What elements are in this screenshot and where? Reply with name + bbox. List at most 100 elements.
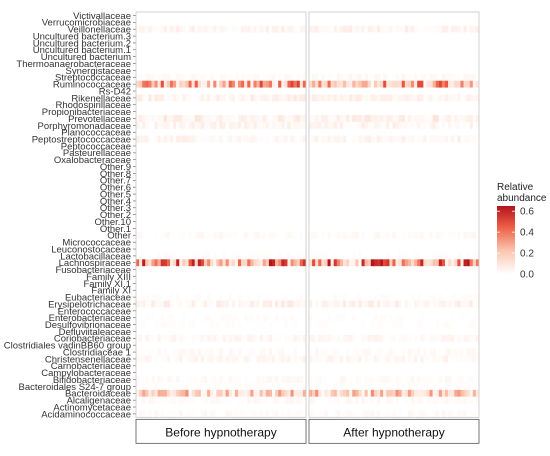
heatmap-cell bbox=[136, 300, 140, 308]
heatmap-cell bbox=[148, 410, 152, 418]
heatmap-cell bbox=[414, 334, 418, 342]
heatmap-cell bbox=[352, 300, 356, 308]
heatmap-cell bbox=[136, 382, 140, 390]
heatmap-cell bbox=[256, 231, 260, 239]
heatmap-cell bbox=[151, 334, 155, 342]
heatmap-cell bbox=[429, 25, 433, 33]
heatmap-cell bbox=[432, 293, 436, 301]
heatmap-cell bbox=[339, 382, 344, 390]
heatmap-cell bbox=[463, 121, 467, 129]
heatmap-cell bbox=[191, 410, 195, 418]
heatmap-cell bbox=[389, 300, 393, 308]
heatmap-cell bbox=[417, 135, 421, 143]
heatmap-cell bbox=[392, 334, 396, 342]
heatmap-cell bbox=[309, 25, 313, 33]
heatmap-cell bbox=[194, 334, 198, 342]
heatmap-cell bbox=[247, 80, 251, 88]
heatmap-cell bbox=[330, 80, 334, 88]
heatmap-cell bbox=[163, 121, 168, 129]
heatmap-cell bbox=[407, 115, 412, 122]
heatmap-cell bbox=[268, 121, 273, 129]
heatmap-cell bbox=[247, 135, 251, 143]
heatmap-cell bbox=[213, 382, 217, 390]
heatmap-cell bbox=[367, 334, 371, 342]
heatmap-cell bbox=[426, 376, 430, 383]
heatmap-cell bbox=[389, 314, 393, 322]
heatmap-cell bbox=[312, 231, 316, 239]
heatmap-cell bbox=[346, 334, 350, 342]
heatmap-cell bbox=[324, 355, 328, 363]
heatmap-cell bbox=[395, 135, 399, 143]
heatmap-cell bbox=[472, 355, 477, 363]
heatmap-cell bbox=[358, 259, 362, 267]
heatmap-cell bbox=[349, 396, 353, 404]
heatmap-cell bbox=[225, 259, 229, 267]
heatmap-cell bbox=[457, 73, 461, 81]
heatmap-cell bbox=[262, 389, 266, 397]
heatmap-cell bbox=[219, 115, 223, 122]
heatmap-cell bbox=[182, 80, 186, 88]
heatmap-cell bbox=[330, 135, 334, 143]
heatmap-cell bbox=[272, 231, 276, 239]
heatmap-cell bbox=[185, 115, 189, 122]
heatmap-cell bbox=[401, 121, 405, 129]
heatmap-cell bbox=[414, 252, 418, 260]
heatmap-cell bbox=[324, 115, 328, 122]
heatmap-cell bbox=[182, 231, 186, 239]
heatmap-cell bbox=[225, 80, 229, 88]
heatmap-cell bbox=[438, 293, 443, 301]
heatmap-cell bbox=[142, 389, 146, 397]
heatmap-cell bbox=[355, 25, 359, 33]
heatmap-cell bbox=[265, 314, 270, 322]
heatmap-cell bbox=[157, 121, 161, 129]
heatmap-cell bbox=[302, 25, 307, 33]
heatmap-cell bbox=[278, 396, 282, 404]
heatmap-cell bbox=[302, 334, 307, 342]
heatmap-cell bbox=[321, 25, 325, 33]
heatmap-cell bbox=[438, 334, 443, 342]
heatmap-cell bbox=[244, 73, 248, 81]
heatmap-cell bbox=[176, 135, 180, 143]
heatmap-cell bbox=[346, 389, 350, 397]
heatmap-cell bbox=[272, 334, 276, 342]
heatmap-cell bbox=[457, 135, 461, 143]
heatmap-cell bbox=[136, 389, 140, 397]
heatmap-cell bbox=[200, 355, 205, 363]
heatmap-cell bbox=[213, 389, 217, 397]
heatmap-cell bbox=[265, 73, 270, 81]
heatmap-cell bbox=[463, 259, 467, 267]
heatmap-cell bbox=[417, 259, 421, 267]
heatmap-cell bbox=[281, 121, 285, 129]
heatmap-cell bbox=[417, 231, 421, 239]
row-label: Oxalobacteraceae bbox=[54, 155, 131, 166]
row-label: Family XI.1 bbox=[83, 279, 131, 290]
row-label: Other.3 bbox=[100, 203, 131, 214]
heatmap-cell bbox=[373, 293, 378, 301]
heatmap-cell bbox=[244, 121, 248, 129]
heatmap-cell bbox=[324, 389, 328, 397]
heatmap-cell bbox=[241, 80, 245, 88]
heatmap-cell bbox=[231, 121, 236, 129]
heatmap-cell bbox=[355, 135, 359, 143]
heatmap-cell bbox=[407, 376, 412, 383]
heatmap-cell bbox=[194, 25, 198, 33]
heatmap-cell bbox=[435, 73, 439, 81]
heatmap-cell bbox=[469, 293, 473, 301]
heatmap-cell bbox=[191, 300, 195, 308]
heatmap-cell bbox=[163, 115, 168, 122]
heatmap-cell bbox=[336, 94, 341, 102]
heatmap-cell bbox=[377, 25, 381, 33]
heatmap-cell bbox=[432, 73, 436, 81]
row-label: Campylobacteraceae bbox=[41, 368, 131, 379]
heatmap-cell bbox=[438, 231, 443, 239]
heatmap-cell bbox=[185, 389, 189, 397]
heatmap-cell bbox=[151, 293, 155, 301]
heatmap-cell bbox=[139, 410, 143, 418]
heatmap-cell bbox=[176, 259, 180, 267]
heatmap-cell bbox=[250, 80, 254, 88]
heatmap-cell bbox=[225, 73, 229, 81]
heatmap-cell bbox=[265, 389, 270, 397]
heatmap-cell bbox=[438, 80, 443, 88]
heatmap-cell bbox=[383, 334, 387, 342]
heatmap-cell bbox=[262, 334, 266, 342]
